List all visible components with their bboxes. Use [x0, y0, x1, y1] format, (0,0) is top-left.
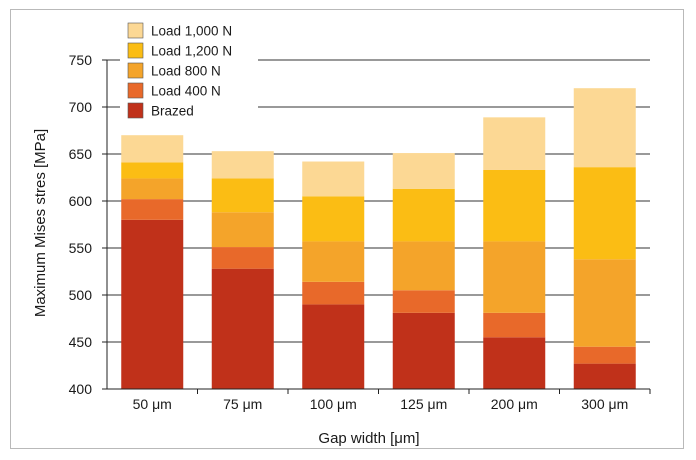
- y-tick-labels: 400 450 500 550 600 650 700 750: [69, 52, 93, 397]
- legend-swatch: [127, 82, 144, 99]
- y-tick-label: 550: [69, 240, 93, 256]
- bar-segment: [483, 312, 546, 338]
- y-axis-label: Maximum Mises stres [MPa]: [32, 129, 49, 317]
- bar-segment: [483, 117, 546, 170]
- bar-segment: [302, 281, 365, 305]
- x-tick-label: 100 μm: [310, 396, 357, 412]
- bar-segment: [121, 135, 184, 163]
- bar-segment: [392, 153, 455, 189]
- bar-segment: [573, 167, 636, 260]
- bar-segment: [392, 241, 455, 291]
- x-axis-label: Gap width [μm]: [318, 430, 419, 447]
- bar-segment: [211, 212, 274, 248]
- bar-segment: [121, 178, 184, 200]
- legend-label: Load 800 N: [151, 64, 221, 79]
- bar-segment: [302, 161, 365, 197]
- bar-segment: [121, 219, 184, 389]
- x-tick-label: 125 μm: [400, 396, 447, 412]
- legend-swatch: [127, 62, 144, 79]
- bar-segment: [302, 241, 365, 282]
- bar-segment: [121, 162, 184, 179]
- legend-swatch: [127, 42, 144, 59]
- legend-swatch: [127, 102, 144, 119]
- bar-segment: [302, 196, 365, 242]
- bars: [121, 88, 636, 389]
- bar-segment: [392, 290, 455, 313]
- y-tick-label: 450: [69, 334, 93, 350]
- bar-segment: [211, 268, 274, 389]
- x-tick-label: 75 μm: [223, 396, 262, 412]
- legend-label: Load 1,000 N: [151, 24, 232, 39]
- bar-segment: [211, 247, 274, 269]
- y-tick-label: 600: [69, 193, 93, 209]
- bar-segment: [483, 241, 546, 313]
- y-tick-label: 500: [69, 287, 93, 303]
- legend-label: Load 1,200 N: [151, 44, 232, 59]
- x-tick-label: 300 μm: [581, 396, 628, 412]
- bar-segment: [392, 312, 455, 389]
- x-tick-label: 200 μm: [491, 396, 538, 412]
- bar-segment: [483, 337, 546, 389]
- y-tick-label: 700: [69, 99, 93, 115]
- legend-label: Load 400 N: [151, 84, 221, 99]
- bar-segment: [573, 259, 636, 347]
- legend-label: Brazed: [151, 104, 194, 119]
- bar-segment: [573, 363, 636, 389]
- bar-segment: [573, 88, 636, 168]
- x-tick-labels: 50 μm 75 μm 100 μm 125 μm 200 μm 300 μm: [133, 389, 651, 412]
- bar-segment: [121, 199, 184, 220]
- bar-segment: [211, 178, 274, 213]
- bar-segment: [211, 151, 274, 179]
- bar-segment: [573, 346, 636, 364]
- y-tick-label: 650: [69, 146, 93, 162]
- bar-segment: [392, 188, 455, 242]
- x-tick-label: 50 μm: [133, 396, 172, 412]
- bar-segment: [483, 169, 546, 242]
- legend-swatch: [127, 22, 144, 39]
- y-tick-label: 400: [69, 381, 93, 397]
- bar-segment: [302, 304, 365, 389]
- y-tick-label: 750: [69, 52, 93, 68]
- legend: Load 1,000 N Load 1,200 N Load 800 N Load 4…: [120, 18, 258, 122]
